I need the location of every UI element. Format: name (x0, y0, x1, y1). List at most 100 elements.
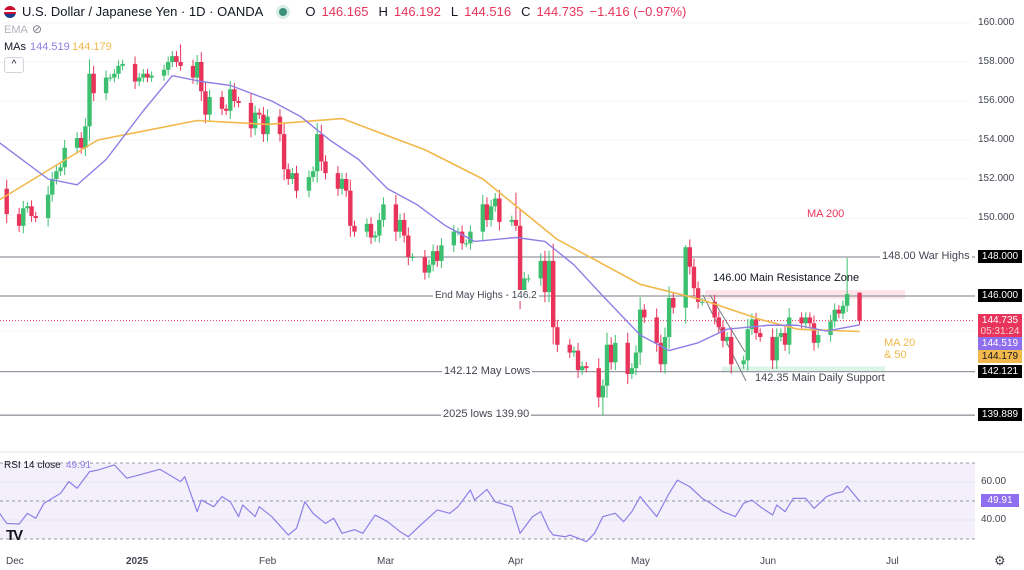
candle-body (538, 260, 543, 279)
candle-body (642, 309, 647, 318)
candle-body (815, 335, 821, 343)
lows-2025-annotation: 2025 lows 139.90 (441, 408, 532, 420)
candle-body (426, 264, 432, 273)
candle-body (666, 297, 672, 337)
candle-body (25, 206, 30, 209)
price-tick: 158.000 (978, 56, 1015, 67)
candle-body (683, 247, 688, 308)
candle-body (257, 112, 262, 115)
candle-body (459, 231, 465, 244)
candle-body (596, 368, 601, 398)
symbol-title[interactable]: U.S. Dollar / Japanese Yen · 1D · OANDA (22, 4, 264, 19)
rsi-value-label: 49.91 (981, 494, 1019, 507)
candle-body (368, 223, 374, 238)
eye-hidden-icon[interactable]: ⊘ (32, 22, 43, 36)
last-price-value: 144.735 (981, 315, 1019, 326)
war-highs-price-label: 148.000 (978, 250, 1022, 263)
candle-body (364, 223, 370, 232)
candle-body (803, 317, 808, 324)
candle-body (228, 89, 233, 111)
candle-body (87, 73, 92, 127)
candle-body (178, 62, 183, 66)
may-lows-price-label: 142.121 (978, 365, 1022, 378)
candle-body (832, 309, 837, 322)
settings-gear-icon[interactable]: ⚙ (994, 553, 1006, 568)
ma50-price-label: 144.179 (978, 350, 1022, 363)
candle-body (103, 77, 109, 94)
candle-body (480, 204, 486, 232)
candle-body (248, 102, 254, 129)
tradingview-logo[interactable]: TV (6, 527, 23, 544)
candle-body (551, 260, 556, 328)
candle-body (758, 333, 763, 337)
candle-body (836, 309, 842, 314)
candle-body (352, 225, 357, 232)
high-label: H (378, 4, 388, 19)
candle-body (83, 126, 88, 148)
ma20-price-label: 144.519 (978, 337, 1022, 350)
candle-body (381, 204, 386, 220)
candle-body (406, 235, 411, 257)
candle-body (774, 336, 779, 361)
candle-body (112, 73, 117, 78)
candle-body (600, 385, 606, 398)
candle-body (575, 350, 581, 371)
candle-body (232, 89, 237, 101)
close-value: 144.735 (536, 4, 584, 19)
candle-body (306, 177, 312, 191)
candle-body (410, 257, 415, 258)
mas-indicator-label[interactable]: MAs (4, 41, 26, 53)
candle-body (4, 188, 9, 215)
candle-body (807, 317, 813, 324)
candle-body (571, 350, 577, 353)
ma20-50-annotation: MA 20 & 50 (884, 337, 915, 361)
candle-body (435, 251, 440, 261)
candle-body (79, 138, 84, 148)
candle-body (236, 101, 241, 103)
candle-body (497, 198, 502, 222)
collapse-legend-button[interactable]: ^ (4, 57, 24, 73)
candle-body (724, 336, 730, 341)
ema-indicator-label[interactable]: EMA (4, 24, 28, 36)
candle-body (712, 301, 717, 318)
end-may-highs-annotation: End May Highs - 146.2 (433, 290, 539, 301)
symbol-header: U.S. Dollar / Japanese Yen · 1D · OANDA … (22, 4, 686, 19)
candle-body (33, 216, 38, 218)
candle-body (745, 329, 750, 361)
candle-body (579, 366, 585, 371)
candle-body (654, 317, 659, 343)
candle-body (658, 342, 664, 365)
candle-body (741, 360, 746, 365)
candle-body (517, 225, 523, 293)
candle-body (170, 56, 175, 62)
time-tick: 2025 (126, 556, 149, 567)
candle-body (637, 309, 643, 353)
candle-body (165, 62, 171, 70)
lows-2025-price-label: 139.889 (978, 408, 1022, 421)
candle-body (120, 63, 125, 66)
candle-body (555, 327, 560, 345)
candle-body (149, 75, 154, 78)
candle-body (770, 336, 775, 361)
candle-body (488, 206, 494, 220)
rsi-label[interactable]: RSI 14 close (4, 460, 61, 471)
candle-body (584, 366, 589, 369)
time-tick: Jun (760, 556, 777, 567)
candle-body (116, 65, 121, 74)
candle-body (513, 219, 519, 226)
price-tick: 154.000 (978, 134, 1015, 145)
time-tick: Feb (259, 556, 277, 567)
candle-body (277, 116, 283, 135)
candle-body (219, 97, 225, 109)
candle-body (840, 305, 846, 314)
ma50-line (0, 117, 860, 333)
candle-body (716, 317, 721, 328)
candle-body (108, 77, 113, 79)
candle-body (451, 231, 457, 246)
candle-body (145, 73, 150, 78)
candle-body (401, 219, 407, 236)
candle-body (290, 173, 295, 179)
candle-body (484, 204, 490, 220)
candle-body (141, 73, 146, 78)
